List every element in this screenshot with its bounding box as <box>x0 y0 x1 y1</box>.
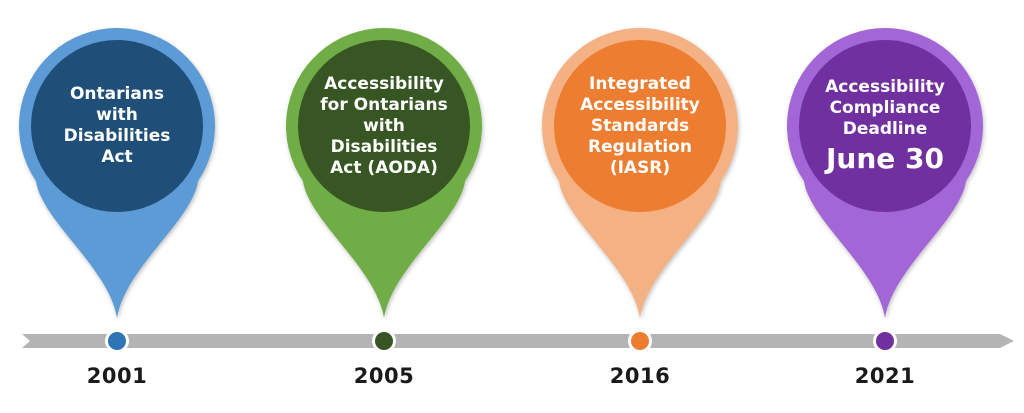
milestone-emphasis-date: June 30 <box>826 141 944 175</box>
milestone-pin-2021 <box>787 27 983 353</box>
milestone-label-line: Ontarians <box>69 84 165 104</box>
timeline-dot <box>375 332 393 350</box>
timeline-dot <box>876 332 894 350</box>
milestone-label-line: Accessibility <box>825 76 945 97</box>
pin-inner-disc <box>298 40 470 212</box>
milestone-label-2021: Accessibility Compliance Deadline June 30 <box>815 77 955 176</box>
year-label-2001: 2001 <box>86 364 148 388</box>
year-label-2021: 2021 <box>854 364 916 388</box>
pin-inner-disc <box>554 40 726 212</box>
pin-inner-disc <box>799 40 971 212</box>
milestone-label-line: for Ontarians <box>320 94 448 115</box>
milestone-label-line: with <box>96 105 138 125</box>
milestone-label-line: Accessibility <box>580 94 700 115</box>
milestone-label-line: Integrated <box>589 73 691 94</box>
year-label-2016: 2016 <box>609 364 671 388</box>
milestone-label-line: with <box>363 115 405 136</box>
milestone-label-line: Disabilities <box>330 136 438 157</box>
milestone-label-line: Regulation <box>588 136 692 157</box>
milestone-label-2016: Integrated Accessibility Standards Regulati… <box>570 74 710 179</box>
timeline-dot <box>631 332 649 350</box>
pin-inner-disc <box>31 40 203 212</box>
milestone-label-line: Standards <box>590 115 690 136</box>
milestone-label-line: Disabilities <box>63 126 171 146</box>
milestone-pin-2016 <box>542 27 738 353</box>
milestone-label-2005: Accessibility for Ontarians with Disabiliti… <box>314 74 454 179</box>
milestone-label-line: Act <box>101 147 133 167</box>
timeline-bar <box>22 334 1014 348</box>
timeline-dot <box>108 332 126 350</box>
year-label-2005: 2005 <box>353 364 415 388</box>
milestone-label-line: Compliance <box>829 97 941 118</box>
milestone-label-line: Accessibility <box>324 73 444 94</box>
milestone-pin-2005 <box>286 27 482 353</box>
milestone-label-2001: Ontarians with Disabilities Act <box>47 84 187 168</box>
milestone-label-line: Deadline <box>842 118 928 139</box>
milestone-pin-2001 <box>18 27 215 353</box>
milestone-label-line: Act (AODA) <box>330 157 438 178</box>
milestone-label-line: (IASR) <box>609 157 671 178</box>
